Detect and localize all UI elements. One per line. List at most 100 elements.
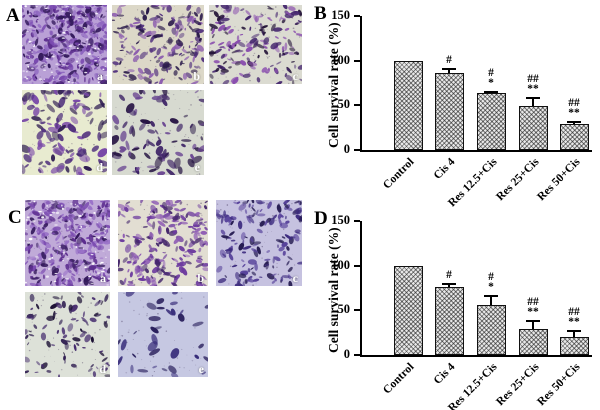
hash-mark: # [488, 271, 494, 284]
y-tick-mark [354, 220, 360, 222]
significance-marks: ## ** [503, 73, 563, 96]
error-bar-cap [567, 120, 581, 123]
error-bar-stem [448, 282, 450, 288]
y-tick-label: 50 [337, 302, 351, 317]
error-bar-stem [573, 330, 575, 338]
micrograph-label: b [197, 271, 204, 285]
hash-mark: # [446, 53, 452, 66]
cells-image [112, 90, 204, 175]
star-mark: ** [568, 106, 580, 119]
panel-d-chart: D Cell survival rate (%) 0 50 100 150 Contro… [308, 205, 600, 410]
micrograph-label: a [100, 271, 106, 285]
cells-image [118, 292, 208, 377]
y-tick-mark [354, 149, 360, 151]
hash-mark: ## [527, 296, 539, 309]
error-bar-cap [442, 67, 456, 70]
cells-image [22, 90, 107, 175]
cells-image [118, 200, 208, 286]
hash-mark: ## [527, 73, 539, 86]
hash-mark: # [488, 67, 494, 80]
star-mark: * [488, 77, 494, 90]
star-mark: * [488, 281, 494, 294]
cells-image [25, 292, 110, 377]
cells-image [112, 5, 204, 84]
y-tick-label: 150 [331, 8, 350, 22]
error-bar-cap [484, 91, 498, 94]
micrograph-C-c: c [216, 200, 302, 286]
y-tick-label: 100 [331, 257, 350, 272]
cells-image [25, 200, 110, 286]
y-tick-label: 0 [343, 142, 350, 156]
significance-marks: # [419, 53, 479, 66]
star-mark: ** [527, 83, 539, 96]
star-mark: ** [527, 306, 539, 319]
y-tick-label: 150 [331, 213, 350, 227]
cells-image [22, 5, 107, 84]
hash-mark: # [446, 268, 452, 281]
bar-res-12-5-cis [476, 92, 506, 150]
micrograph-A-a: a [22, 5, 107, 84]
error-bar-stem [448, 67, 450, 74]
micrograph-A-e: e [112, 90, 204, 175]
panel-b-label: B [314, 3, 327, 24]
micrograph-label: e [194, 160, 200, 174]
y-tick-label: 0 [343, 347, 350, 361]
significance-marks: # * [461, 67, 521, 90]
y-axis-title: Cell survival rate (%) [326, 227, 341, 353]
error-bar-stem [490, 295, 492, 305]
bar-res-25-cis [518, 106, 548, 150]
panel-c-label: C [8, 207, 22, 228]
cells-image [216, 200, 302, 286]
micrograph-label: a [97, 69, 103, 83]
bar-res-50-cis [559, 337, 589, 355]
error-bar-cap [484, 295, 498, 298]
bar-res-50-cis [559, 124, 589, 150]
micrograph-label: d [99, 362, 106, 376]
micrograph-A-b: b [112, 5, 204, 84]
bar-res-25-cis [518, 329, 548, 355]
panel-b-chart: B Cell survival rate (%) 0 50 100 150 Contro… [308, 0, 600, 209]
error-bar-cap [526, 97, 540, 100]
micrograph-label: b [193, 69, 200, 83]
bar-control [393, 265, 423, 355]
bar-cis-4 [434, 73, 464, 150]
cells-image [209, 5, 302, 84]
significance-marks: # * [461, 271, 521, 294]
y-tick-mark [354, 59, 360, 62]
error-bar-stem [532, 320, 534, 330]
bar-res-12-5-cis [476, 304, 506, 355]
micrograph-label: e [198, 362, 204, 376]
micrograph-C-b: b [118, 200, 208, 286]
error-bar-cap [567, 330, 581, 332]
y-tick-label: 50 [337, 97, 351, 112]
plot-area: 0 50 100 150 Control # Cis 4 # * Res 12.5+Cis ## **… [331, 8, 592, 209]
bar-cis-4 [434, 287, 464, 355]
significance-marks: # [419, 268, 479, 281]
error-bar-cap [526, 320, 540, 323]
y-axis-title: Cell survival rate (%) [326, 22, 341, 148]
plot-area: 0 50 100 150 Control # Cis 4 # * Res 12.5+Cis ## **… [331, 213, 592, 410]
y-tick-mark [354, 309, 360, 312]
y-tick-mark [354, 264, 360, 267]
micrograph-A-c: c [209, 5, 302, 84]
y-tick-mark [354, 354, 360, 356]
bar-control [393, 60, 423, 150]
panel-d-label: D [314, 208, 328, 229]
micrograph-C-a: a [25, 200, 110, 286]
panel-c-micrograph-grid: a b c d e [25, 200, 302, 377]
y-tick-mark [354, 15, 360, 17]
micrograph-C-e: e [118, 292, 208, 377]
significance-marks: ## ** [544, 96, 600, 119]
significance-marks: ## ** [544, 306, 600, 328]
panel-a-micrograph-grid: a b c d e [22, 5, 302, 175]
hash-mark: ## [568, 306, 580, 318]
star-mark: ** [568, 316, 580, 328]
significance-marks: ## ** [503, 296, 563, 319]
hash-mark: ## [568, 96, 580, 109]
y-tick-label: 100 [331, 52, 350, 67]
micrograph-A-d: d [22, 90, 107, 175]
error-bar-stem [532, 97, 534, 107]
micrograph-C-d: d [25, 292, 110, 377]
y-tick-mark [354, 104, 360, 107]
